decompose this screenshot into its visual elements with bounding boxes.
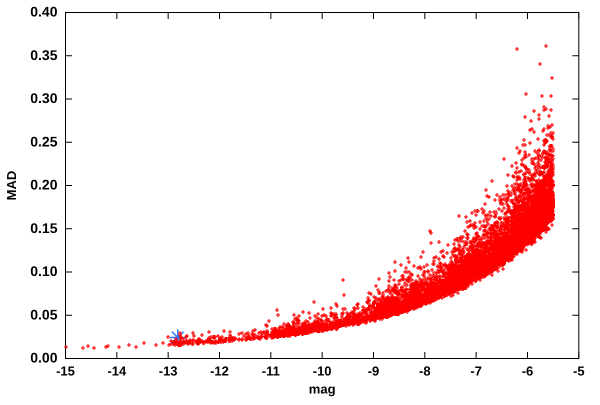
svg-text:0.25: 0.25: [30, 133, 57, 149]
svg-text:-6: -6: [522, 364, 534, 379]
svg-text:-7: -7: [470, 364, 482, 379]
svg-text:0.30: 0.30: [30, 90, 57, 106]
svg-text:MAD: MAD: [4, 171, 19, 201]
svg-text:-5: -5: [573, 364, 585, 379]
svg-text:-14: -14: [107, 364, 127, 379]
svg-text:-12: -12: [210, 364, 229, 379]
svg-text:0.15: 0.15: [30, 220, 57, 236]
svg-text:-15: -15: [56, 364, 75, 379]
svg-text:0.00: 0.00: [30, 350, 57, 366]
svg-text:-9: -9: [368, 364, 380, 379]
svg-text:-8: -8: [419, 364, 431, 379]
svg-text:0.10: 0.10: [30, 263, 57, 279]
svg-text:0.35: 0.35: [30, 47, 57, 63]
svg-text:-11: -11: [262, 364, 280, 379]
svg-text:-10: -10: [313, 364, 332, 379]
svg-text:0.40: 0.40: [30, 4, 57, 20]
svg-text:mag: mag: [309, 382, 336, 397]
svg-text:-13: -13: [159, 364, 178, 379]
svg-text:0.20: 0.20: [30, 177, 57, 193]
svg-text:0.05: 0.05: [30, 306, 57, 322]
